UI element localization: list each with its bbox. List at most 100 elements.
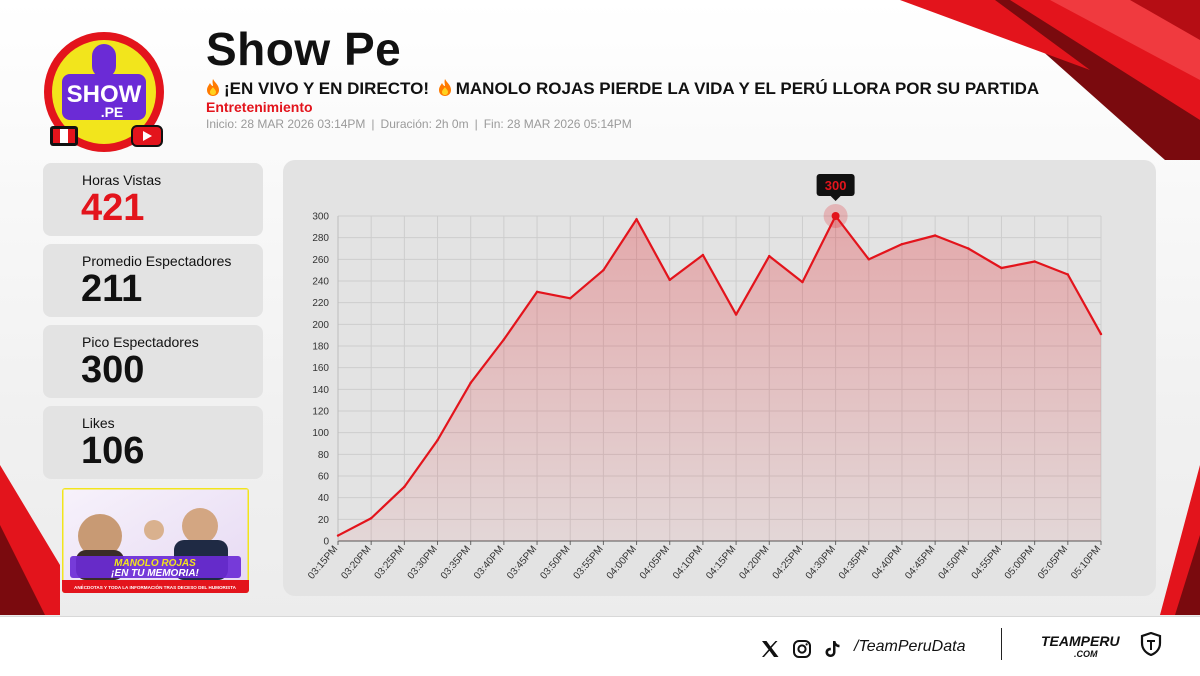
y-tick-label: 140 [312, 385, 329, 396]
data-point [602, 268, 605, 272]
x-tick-label: 04:25PM [771, 544, 805, 582]
y-tick-label: 260 [312, 255, 329, 266]
y-tick-label: 280 [312, 233, 329, 244]
stat-card-average-viewers: Promedio Espectadores 211 [43, 244, 263, 317]
logo-text-show: SHOW [67, 81, 142, 108]
stream-title: ¡EN VIVO Y EN DIRECTO! MANOLO ROJAS PIER… [206, 79, 1039, 99]
stat-label: Likes [82, 415, 115, 431]
x-tick-label: 04:00PM [605, 544, 639, 582]
data-point [734, 313, 738, 316]
fire-icon [207, 79, 219, 96]
series-area [338, 216, 1101, 541]
viewers-area-chart: 0 20 40 60 80 100 120 140 160 180 200 220 240 260 280 3… [306, 174, 1103, 582]
x-tick-label: 03:15PM [306, 544, 340, 582]
meta-separator: | [474, 117, 478, 131]
data-point [1099, 332, 1103, 336]
x-tick-label: 04:30PM [804, 544, 838, 582]
series-line [337, 214, 1102, 537]
x-tick-label: 04:20PM [737, 544, 771, 582]
x-tick-label: 03:45PM [505, 544, 539, 582]
data-point [967, 247, 970, 250]
stat-label: Pico Espectadores [82, 334, 199, 350]
data-point [668, 278, 671, 282]
data-point [502, 338, 506, 341]
stat-card-peak-viewers: Pico Espectadores 300 [43, 325, 263, 398]
x-tick-label: 03:40PM [472, 544, 506, 582]
brand-name[interactable]: TEAMPERU [1041, 633, 1120, 649]
instagram-icon[interactable] [792, 639, 812, 659]
y-tick-label: 80 [318, 450, 330, 461]
x-icon[interactable] [760, 639, 780, 659]
y-tick-label: 180 [312, 342, 329, 353]
data-point [1000, 266, 1003, 270]
y-tick-label: 120 [312, 407, 329, 418]
x-tick-label: 04:35PM [837, 544, 871, 582]
channel-logo: SHOW .PE [44, 32, 164, 152]
stat-label: Horas Vistas [82, 172, 162, 188]
meta-separator: | [371, 117, 375, 131]
stat-card-likes: Likes 106 [43, 406, 263, 479]
data-point [569, 297, 572, 300]
stat-value: 421 [81, 187, 145, 229]
x-tick-label: 04:15PM [704, 544, 738, 582]
thumbnail-headline-1: MANOLO ROJAS [114, 558, 196, 569]
x-tick-label: 03:55PM [572, 544, 606, 582]
stat-value: 211 [81, 268, 143, 310]
youtube-icon [131, 125, 163, 147]
peru-flag-icon [50, 126, 78, 146]
stat-value: 106 [81, 430, 145, 472]
footer-divider [1001, 628, 1002, 660]
channel-name: Show Pe [206, 23, 402, 75]
y-tick-label: 240 [312, 277, 329, 288]
tiktok-icon[interactable] [822, 639, 842, 659]
data-point [867, 258, 870, 261]
y-tick-label: 40 [318, 493, 330, 504]
stat-label: Promedio Espectadores [82, 253, 232, 269]
brand-domain: .COM [1074, 649, 1098, 659]
data-point [1066, 273, 1070, 276]
y-tick-label: 100 [312, 428, 329, 439]
social-handle[interactable]: /TeamPeruData [854, 638, 966, 655]
x-tick-label: 04:55PM [970, 544, 1004, 582]
data-point [701, 253, 705, 257]
corner-decoration-bottom-right [1160, 465, 1200, 615]
x-tick-label: 03:50PM [538, 544, 572, 582]
x-tick-label: 05:10PM [1069, 544, 1103, 582]
x-tick-label: 05:05PM [1036, 544, 1070, 582]
data-point [933, 234, 937, 237]
footer [0, 616, 1200, 676]
y-tick-label: 300 [312, 212, 329, 223]
data-point [436, 439, 439, 442]
x-tick-label: 03:20PM [339, 544, 373, 582]
stream-meta: Inicio: 28 MAR 2026 03:14PM | Duración: 2h… [206, 117, 632, 131]
x-tick-label: 03:25PM [372, 544, 406, 582]
end-time: Fin: 28 MAR 2026 05:14PM [483, 117, 632, 131]
data-point [1033, 260, 1036, 263]
stat-value: 300 [81, 349, 145, 391]
data-point [535, 290, 539, 294]
x-tick-label: 03:35PM [439, 544, 473, 582]
x-tick-label: 05:00PM [1003, 544, 1037, 582]
x-tick-label: 04:45PM [903, 544, 937, 582]
x-tick-label: 04:50PM [936, 544, 970, 582]
category-label: Entretenimiento [206, 99, 313, 115]
data-point [336, 534, 340, 537]
peak-label: 300 [825, 178, 847, 193]
data-point [469, 381, 472, 385]
peak-point [831, 212, 840, 220]
stream-thumbnail[interactable]: MANOLO ROJAS ¡EN TU MEMORIA! ANÉCDOTAS Y… [62, 488, 249, 593]
data-point [403, 485, 406, 489]
y-tick-label: 20 [318, 515, 330, 526]
thumbnail-headline-2: ¡EN TU MEMORIA! [111, 568, 199, 579]
x-tick-label: 03:30PM [406, 544, 440, 582]
data-point [369, 517, 373, 520]
x-tick-label: 04:05PM [638, 544, 672, 582]
corner-decoration-top-right [900, 0, 1200, 160]
data-point [768, 254, 771, 258]
peak-label-pointer [830, 196, 841, 201]
data-point [900, 242, 904, 246]
thumbnail-caption: ANÉCDOTAS Y TODA LA INFORMACIÓN TRAS DEC… [74, 583, 237, 590]
chart-panel: 0 20 40 60 80 100 120 140 160 180 200 220 240 260 280 3… [283, 160, 1156, 596]
peak-label-box [816, 174, 855, 196]
y-tick-label: 60 [318, 472, 330, 483]
